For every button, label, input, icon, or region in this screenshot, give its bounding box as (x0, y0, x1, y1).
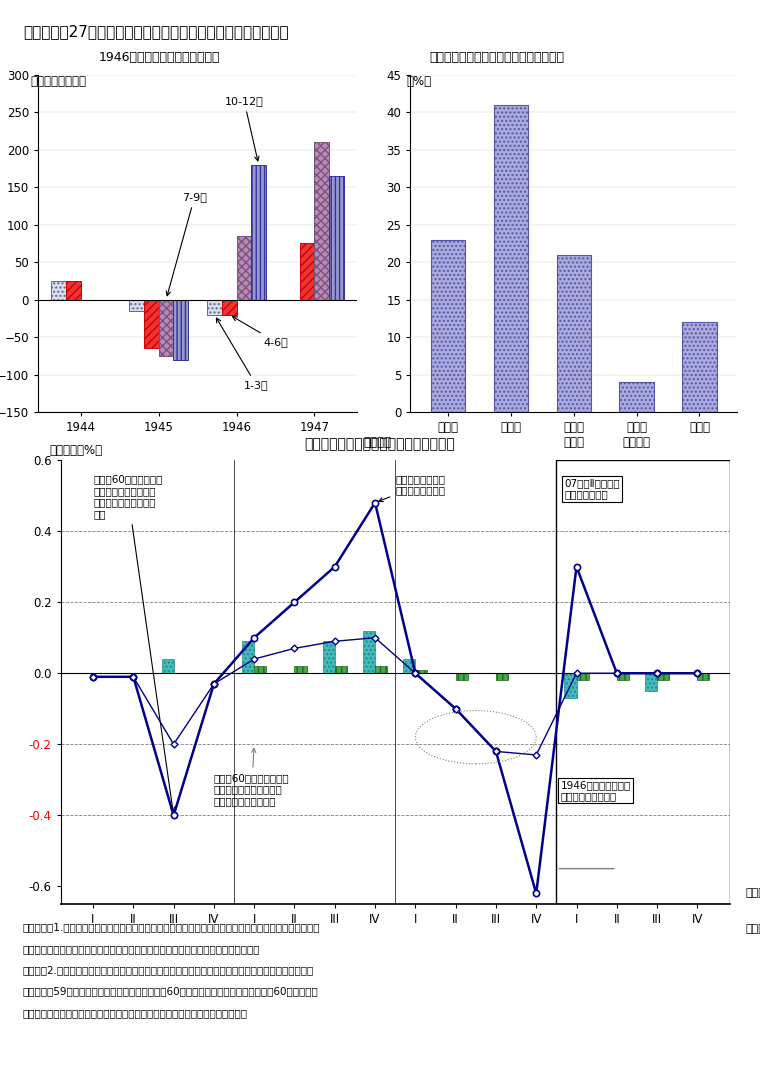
Bar (657, 673, 669, 681)
Bar (577, 673, 588, 681)
Text: 2.ここではフルタイム労働者を正社員とみなした上で、労働力調査を用いて四半期別人口から: 2.ここではフルタイム労働者を正社員とみなした上で、労働力調査を用いて四半期別人… (23, 965, 314, 975)
Text: （前年比、%）: （前年比、%） (49, 444, 103, 457)
Bar (416, 670, 427, 673)
Text: 全員が60歳の誕生月以降
も労働市場に残った場合
の所定内給与の変化率: 全員が60歳の誕生月以降 も労働市場に残った場合 の所定内給与の変化率 (214, 748, 290, 806)
Bar (698, 673, 709, 681)
Bar (254, 667, 266, 673)
Bar (299, 244, 315, 300)
Bar (363, 630, 375, 673)
Text: フルタイム労働者
所定内給与前年比: フルタイム労働者 所定内給与前年比 (378, 474, 445, 502)
Text: 4-6月: 4-6月 (233, 317, 289, 347)
Text: 59歳の正社員数を求め、これらの者が60歳の誕生月に全員退職した場合と60歳の誕生月: 59歳の正社員数を求め、これらの者が60歳の誕生月に全員退職した場合と60歳の誕… (23, 987, 318, 996)
Bar (431, 240, 465, 412)
Bar (323, 641, 334, 673)
Bar (315, 142, 329, 300)
Bar (242, 641, 254, 673)
Bar (207, 300, 222, 315)
Bar (404, 659, 416, 673)
Bar (456, 673, 467, 681)
Bar (619, 382, 654, 412)
Bar (222, 300, 236, 315)
Bar (294, 667, 306, 673)
Bar (494, 105, 528, 412)
Bar (159, 300, 173, 355)
Bar (617, 673, 629, 681)
Bar (162, 659, 173, 673)
Text: 「毎月勤労統計調査」、「賃金構造基本統計調査」により内閣府で試算。: 「毎月勤労統計調査」、「賃金構造基本統計調査」により内閣府で試算。 (23, 944, 260, 953)
Text: （生年）: （生年） (363, 435, 391, 448)
Bar (334, 667, 347, 673)
Text: 10-12月: 10-12月 (225, 96, 264, 160)
Text: 第１－１－27図　正規雇用の退職者が所定内給与に及ぼす影響: 第１－１－27図 正規雇用の退職者が所定内給与に及ぼす影響 (23, 25, 289, 40)
Bar (556, 255, 591, 412)
Text: 全員が60歳の誕生月に
労働市場から退出した
場合の所定内給与の変
化率: 全員が60歳の誕生月に 労働市場から退出した 場合の所定内給与の変 化率 (93, 474, 175, 811)
Bar (565, 673, 577, 698)
Bar (129, 300, 144, 310)
Bar (66, 280, 81, 300)
Bar (236, 236, 252, 300)
Bar (51, 280, 66, 300)
Text: 1946年後半以降生ま
れが誕生月を迎える: 1946年後半以降生ま れが誕生月を迎える (560, 780, 631, 801)
Bar (329, 177, 344, 300)
Bar (645, 673, 657, 691)
Text: （前年差、千人）: （前年差、千人） (30, 75, 87, 88)
Text: 誕生日や誕生月を定年とする企業が多い: 誕生日や誕生月を定年とする企業が多い (429, 51, 565, 64)
Text: 1-3月: 1-3月 (217, 318, 269, 391)
Text: 団塊退職者増は賃金の若干押下げに寄与: 団塊退職者増は賃金の若干押下げに寄与 (305, 438, 455, 452)
Text: （年）: （年） (746, 924, 760, 934)
Text: 07年第Ⅱ期以降の
押下げ効果試算: 07年第Ⅱ期以降の 押下げ効果試算 (565, 478, 620, 500)
Text: （期）: （期） (746, 888, 760, 899)
Text: （備考）　1.総務省「国勢調査」、「労働力調査（詳細結果）」、厚生労働省「賃金事情等総合調査」、: （備考） 1.総務省「国勢調査」、「労働力調査（詳細結果）」、厚生労働省「賃金事… (23, 922, 320, 932)
Text: 1946年夏以降生まれの者が多い: 1946年夏以降生まれの者が多い (99, 51, 220, 64)
Bar (682, 322, 717, 412)
Text: 7-9月: 7-9月 (166, 193, 207, 295)
Text: （%）: （%） (407, 75, 432, 88)
Bar (556, 460, 730, 904)
Bar (144, 300, 159, 348)
Bar (496, 673, 508, 681)
Text: 以降も労働市場に残った場合の所定内給与の変化率を試算している。: 以降も労働市場に残った場合の所定内給与の変化率を試算している。 (23, 1008, 248, 1018)
Bar (173, 300, 188, 360)
Bar (252, 165, 266, 300)
Bar (375, 667, 387, 673)
